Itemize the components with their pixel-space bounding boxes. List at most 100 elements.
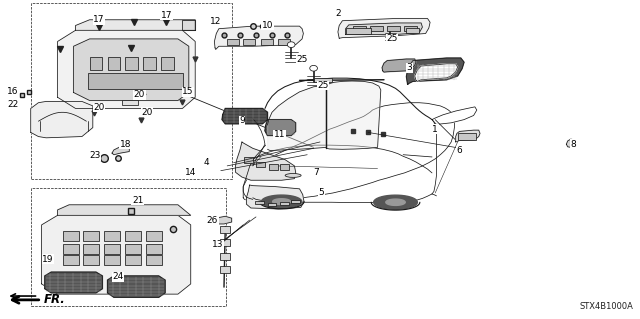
Polygon shape bbox=[338, 19, 430, 38]
Bar bbox=[280, 164, 289, 170]
Bar bbox=[125, 244, 141, 254]
Bar bbox=[146, 231, 162, 241]
Polygon shape bbox=[222, 108, 268, 124]
Ellipse shape bbox=[310, 65, 317, 71]
Polygon shape bbox=[76, 20, 195, 30]
Bar bbox=[291, 200, 300, 203]
Text: 26: 26 bbox=[207, 216, 218, 225]
Bar bbox=[269, 164, 278, 170]
Text: 11: 11 bbox=[274, 130, 285, 139]
Polygon shape bbox=[58, 30, 195, 108]
Polygon shape bbox=[326, 81, 381, 149]
Bar bbox=[220, 266, 230, 273]
Text: 3: 3 bbox=[407, 63, 412, 72]
Ellipse shape bbox=[287, 42, 295, 48]
Polygon shape bbox=[74, 39, 189, 100]
Bar bbox=[31, 188, 226, 306]
Bar bbox=[90, 57, 102, 70]
Bar bbox=[125, 255, 141, 265]
Text: 20: 20 bbox=[134, 90, 145, 99]
Bar bbox=[108, 57, 120, 70]
Polygon shape bbox=[566, 139, 576, 147]
Text: 14: 14 bbox=[185, 168, 196, 177]
Text: 12: 12 bbox=[210, 17, 221, 26]
Text: 17: 17 bbox=[93, 15, 105, 24]
Bar bbox=[268, 203, 276, 206]
Bar bbox=[261, 39, 273, 45]
Bar bbox=[146, 244, 162, 254]
Text: 16: 16 bbox=[7, 87, 19, 96]
Bar bbox=[161, 57, 174, 70]
Bar bbox=[104, 244, 120, 254]
Text: 20: 20 bbox=[93, 103, 105, 112]
Polygon shape bbox=[265, 120, 296, 136]
Text: 18: 18 bbox=[120, 140, 131, 149]
Text: 20: 20 bbox=[141, 108, 153, 117]
Polygon shape bbox=[456, 130, 480, 142]
Bar bbox=[220, 226, 230, 233]
Bar bbox=[83, 231, 99, 241]
Polygon shape bbox=[262, 195, 302, 208]
Bar bbox=[104, 255, 120, 265]
Bar bbox=[406, 28, 419, 33]
Text: 25: 25 bbox=[386, 34, 397, 43]
Text: 17: 17 bbox=[161, 11, 172, 20]
Bar bbox=[387, 26, 400, 31]
Bar bbox=[255, 201, 264, 204]
Polygon shape bbox=[112, 147, 129, 155]
Polygon shape bbox=[42, 215, 191, 294]
Polygon shape bbox=[58, 205, 191, 215]
Text: 4: 4 bbox=[204, 158, 209, 167]
Polygon shape bbox=[382, 59, 416, 72]
Bar bbox=[122, 100, 138, 105]
Bar bbox=[31, 3, 232, 179]
Polygon shape bbox=[273, 199, 291, 204]
Bar bbox=[83, 244, 99, 254]
Bar bbox=[143, 57, 156, 70]
Bar bbox=[83, 255, 99, 265]
Polygon shape bbox=[214, 26, 303, 49]
Text: FR.: FR. bbox=[44, 293, 65, 306]
Bar bbox=[243, 39, 255, 45]
Text: 2: 2 bbox=[335, 9, 340, 18]
Text: 6: 6 bbox=[457, 146, 462, 155]
Polygon shape bbox=[182, 20, 195, 30]
Polygon shape bbox=[246, 185, 304, 209]
Bar bbox=[244, 157, 253, 163]
Text: 21: 21 bbox=[132, 196, 143, 204]
Text: 1: 1 bbox=[433, 125, 438, 134]
Ellipse shape bbox=[285, 174, 301, 177]
Bar bbox=[404, 26, 417, 31]
Text: 13: 13 bbox=[212, 241, 223, 249]
Text: 9: 9 bbox=[239, 116, 244, 125]
Polygon shape bbox=[346, 23, 422, 34]
Polygon shape bbox=[374, 195, 417, 209]
Polygon shape bbox=[415, 64, 458, 81]
Bar bbox=[63, 231, 79, 241]
Polygon shape bbox=[386, 199, 405, 205]
Bar bbox=[220, 253, 230, 260]
Bar bbox=[63, 244, 79, 254]
Polygon shape bbox=[243, 103, 454, 202]
Text: STX4B1000A: STX4B1000A bbox=[580, 302, 634, 311]
Bar bbox=[146, 255, 162, 265]
Bar bbox=[280, 202, 289, 205]
Text: 8: 8 bbox=[571, 140, 576, 149]
Bar bbox=[125, 57, 138, 70]
Polygon shape bbox=[218, 216, 232, 224]
Text: 22: 22 bbox=[7, 100, 19, 109]
Polygon shape bbox=[45, 272, 102, 293]
Bar bbox=[63, 255, 79, 265]
Text: 5: 5 bbox=[319, 188, 324, 197]
Text: 23: 23 bbox=[89, 151, 100, 160]
Polygon shape bbox=[236, 142, 296, 180]
Text: 19: 19 bbox=[42, 255, 54, 263]
Bar bbox=[353, 26, 366, 31]
Bar bbox=[458, 133, 476, 140]
Bar bbox=[220, 239, 230, 246]
Polygon shape bbox=[31, 101, 93, 138]
Text: 25: 25 bbox=[296, 56, 308, 64]
Polygon shape bbox=[108, 276, 165, 297]
Bar bbox=[370, 26, 383, 31]
Bar bbox=[88, 73, 183, 89]
